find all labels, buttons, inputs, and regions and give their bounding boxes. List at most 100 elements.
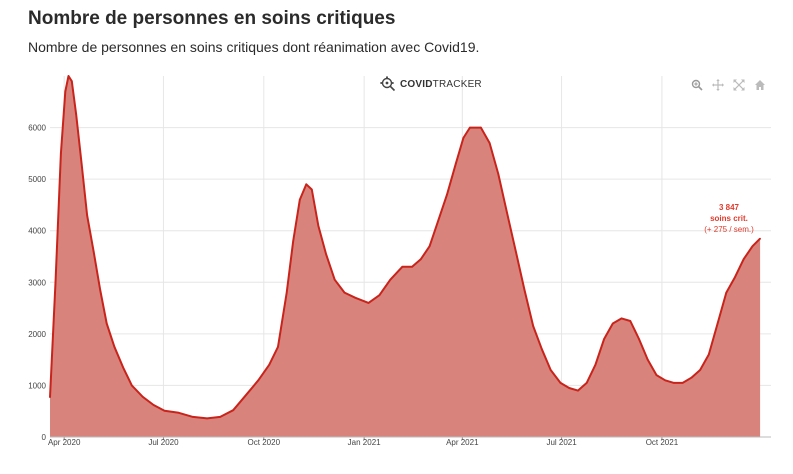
data-point	[664, 379, 666, 382]
data-point	[54, 281, 57, 284]
data-point	[716, 322, 719, 325]
data-point	[113, 345, 116, 348]
x-tick-label: Jan 2021	[348, 438, 381, 447]
latest-value-annotation: 3 847 soins crit. (+ 275 / sem.)	[704, 203, 754, 234]
data-point	[177, 411, 180, 414]
virus-icon	[380, 76, 396, 92]
x-tick-label: Apr 2020	[48, 438, 81, 447]
zoom-icon[interactable]	[690, 78, 704, 92]
x-tick-label: Jul 2021	[546, 438, 577, 447]
series-area-fill	[50, 76, 761, 437]
data-point	[594, 364, 597, 366]
data-point	[152, 404, 155, 406]
data-point	[86, 214, 88, 217]
data-point	[603, 338, 605, 340]
autoscale-icon[interactable]	[732, 78, 746, 92]
annotation-value: 3 847	[719, 203, 740, 212]
data-point	[577, 389, 579, 392]
data-point	[71, 80, 73, 82]
data-point	[751, 245, 754, 247]
data-point	[646, 358, 649, 361]
data-point	[638, 338, 640, 340]
data-point	[389, 278, 392, 281]
data-point	[568, 387, 571, 389]
covidtracker-logo: COVIDTRACKER	[380, 76, 482, 92]
data-point	[219, 416, 221, 418]
data-point	[49, 396, 51, 399]
data-point	[325, 253, 327, 255]
data-point	[131, 384, 133, 387]
data-point	[367, 302, 370, 304]
y-tick-label: 4000	[28, 227, 46, 236]
x-tick-label: Oct 2020	[248, 438, 281, 447]
data-point	[629, 320, 632, 322]
data-point	[655, 374, 658, 376]
y-axis: 0 1000 2000 3000 4000 5000 6000	[28, 124, 46, 442]
data-point	[75, 113, 77, 116]
data-point	[206, 417, 208, 420]
y-tick-label: 0	[42, 433, 47, 442]
data-point	[549, 369, 552, 371]
data-point	[141, 395, 144, 398]
data-point	[469, 126, 471, 129]
chart-title: Nombre de personnes en soins critiques	[28, 8, 396, 29]
y-tick-label: 1000	[28, 381, 46, 390]
data-point	[699, 369, 701, 371]
data-point	[620, 317, 623, 320]
data-point	[232, 409, 235, 411]
data-point	[292, 240, 295, 242]
brand-bold: COVID	[400, 78, 433, 90]
x-tick-label: Oct 2021	[646, 438, 679, 447]
data-point	[317, 224, 320, 227]
series-line	[49, 75, 761, 420]
data-point	[437, 219, 440, 222]
data-point	[99, 289, 101, 291]
data-point	[60, 152, 62, 155]
chart-subtitle: Nombre de personnes en soins critiques d…	[28, 39, 480, 55]
data-point	[122, 366, 124, 369]
data-point	[333, 278, 336, 281]
data-point	[673, 382, 675, 384]
data-point	[523, 289, 526, 291]
data-point	[506, 211, 508, 214]
y-tick-label: 3000	[28, 278, 46, 287]
x-tick-label: Apr 2021	[446, 438, 479, 447]
y-tick-label: 5000	[28, 175, 46, 184]
data-point	[411, 266, 413, 268]
data-point	[612, 322, 614, 325]
data-point	[454, 162, 457, 165]
data-point	[446, 193, 448, 196]
data-point	[428, 245, 431, 247]
data-point	[268, 364, 271, 366]
data-point	[378, 294, 381, 296]
data-point	[690, 376, 693, 379]
data-point	[401, 266, 404, 268]
data-point	[559, 382, 562, 384]
plot-area	[49, 75, 761, 437]
data-point	[64, 90, 67, 93]
data-point	[257, 379, 260, 382]
data-point	[480, 126, 482, 129]
home-icon[interactable]	[753, 78, 767, 92]
data-point	[310, 188, 313, 191]
data-point	[343, 291, 346, 294]
pan-icon[interactable]	[711, 78, 725, 92]
y-tick-label: 6000	[28, 124, 46, 133]
data-point	[80, 162, 83, 165]
x-tick-label: Jul 2020	[148, 438, 179, 447]
data-point	[285, 291, 288, 294]
data-point	[462, 137, 465, 139]
data-point	[734, 276, 736, 278]
data-point	[354, 296, 357, 299]
data-point	[92, 250, 95, 253]
data-point	[532, 325, 535, 327]
data-point	[541, 348, 543, 351]
data-point	[298, 198, 301, 201]
annotation-label: soins crit.	[710, 214, 748, 223]
y-tick-label: 2000	[28, 330, 46, 339]
x-axis: Apr 2020 Jul 2020 Oct 2020 Jan 2021 Apr 2021…	[48, 436, 771, 447]
data-point	[708, 353, 710, 356]
data-point	[305, 183, 308, 186]
chart-toolbar	[690, 78, 767, 92]
